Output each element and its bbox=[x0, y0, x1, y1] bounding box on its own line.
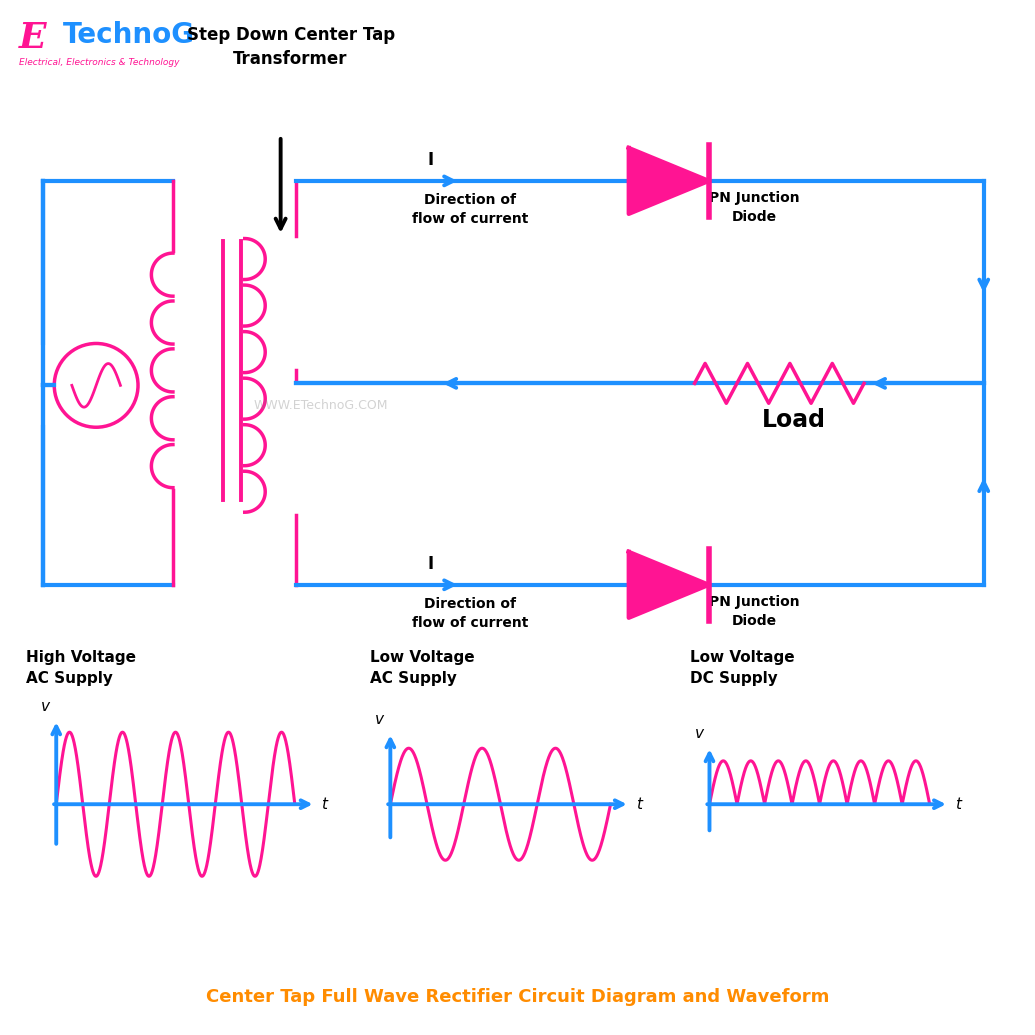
Text: Step Down Center Tap
Transformer: Step Down Center Tap Transformer bbox=[186, 26, 394, 68]
Text: High Voltage
AC Supply: High Voltage AC Supply bbox=[26, 650, 137, 685]
Text: Load: Load bbox=[762, 408, 826, 433]
Text: PN Junction
Diode: PN Junction Diode bbox=[709, 190, 800, 225]
Text: I: I bbox=[427, 151, 434, 169]
Text: Direction of
flow of current: Direction of flow of current bbox=[412, 597, 528, 630]
Text: t: t bbox=[635, 797, 642, 811]
Text: t: t bbox=[955, 797, 960, 811]
Text: TechnoG: TechnoG bbox=[63, 22, 196, 50]
Polygon shape bbox=[628, 148, 709, 214]
Text: v: v bbox=[694, 727, 704, 741]
Text: Low Voltage
DC Supply: Low Voltage DC Supply bbox=[689, 650, 794, 685]
Text: Center Tap Full Wave Rectifier Circuit Diagram and Waveform: Center Tap Full Wave Rectifier Circuit D… bbox=[206, 987, 829, 1006]
Text: PN Junction
Diode: PN Junction Diode bbox=[709, 595, 800, 628]
Text: E: E bbox=[20, 22, 47, 55]
Text: v: v bbox=[376, 712, 384, 728]
Polygon shape bbox=[628, 552, 709, 618]
Text: I: I bbox=[427, 555, 434, 572]
Text: t: t bbox=[322, 797, 327, 811]
Text: WWW.ETechnoG.COM: WWW.ETechnoG.COM bbox=[254, 398, 388, 412]
Text: Electrical, Electronics & Technology: Electrical, Electronics & Technology bbox=[20, 58, 180, 67]
Text: Direction of
flow of current: Direction of flow of current bbox=[412, 193, 528, 227]
Text: Low Voltage
AC Supply: Low Voltage AC Supply bbox=[371, 650, 475, 685]
Text: v: v bbox=[41, 700, 51, 714]
